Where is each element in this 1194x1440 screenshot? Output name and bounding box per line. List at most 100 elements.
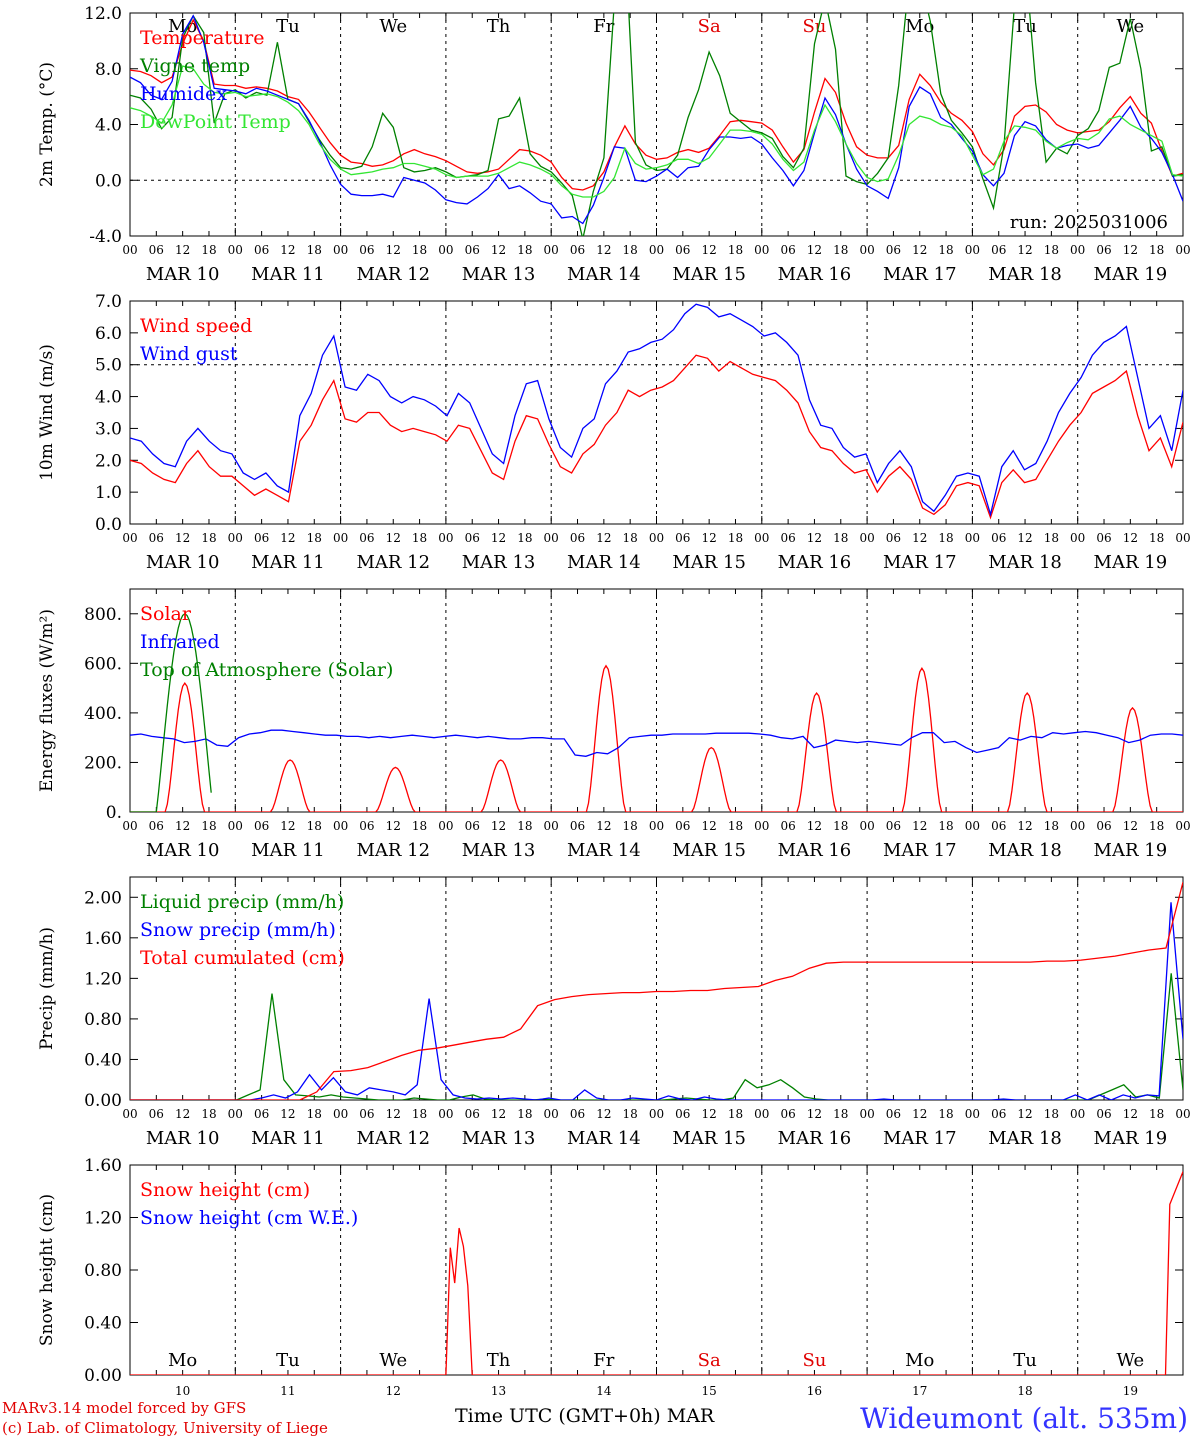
x-date-label: MAR 15 bbox=[672, 264, 746, 285]
x-hour-label: 18 bbox=[623, 531, 638, 545]
x-date-label: MAR 10 bbox=[146, 552, 220, 573]
y-tick-label: 1.60 bbox=[84, 1156, 122, 1176]
weekday-label: We bbox=[1117, 1350, 1145, 1371]
x-hour-label: 00 bbox=[228, 1107, 243, 1121]
x-hour-label: 12 bbox=[912, 531, 927, 545]
x-hour-label: 06 bbox=[780, 243, 795, 257]
series-line bbox=[130, 729, 1183, 757]
series-line bbox=[130, 303, 1183, 517]
x-hour-label: 00 bbox=[438, 243, 453, 257]
weekday-label: Fr bbox=[593, 16, 614, 37]
x-hour-label: 12 bbox=[1123, 1107, 1138, 1121]
x-hour-label: 18 bbox=[1044, 1107, 1059, 1121]
x-day-number: 13 bbox=[491, 1384, 506, 1398]
x-hour-label: 06 bbox=[149, 1107, 164, 1121]
x-hour-label: 12 bbox=[702, 243, 717, 257]
x-hour-label: 06 bbox=[991, 819, 1006, 833]
x-hour-label: 00 bbox=[859, 1107, 874, 1121]
x-hour-label: 12 bbox=[491, 1107, 506, 1121]
x-hour-label: 12 bbox=[1123, 531, 1138, 545]
x-hour-label: 12 bbox=[175, 819, 190, 833]
series-line bbox=[130, 973, 1183, 1100]
x-hour-label: 00 bbox=[965, 243, 980, 257]
weekday-label: Th bbox=[487, 1350, 511, 1371]
x-hour-label: 06 bbox=[780, 531, 795, 545]
weekday-label: We bbox=[1117, 16, 1145, 37]
x-hour-label: 18 bbox=[201, 531, 216, 545]
x-hour-label: 00 bbox=[438, 819, 453, 833]
x-hour-label: 00 bbox=[438, 1107, 453, 1121]
x-date-label: MAR 10 bbox=[146, 1128, 220, 1149]
x-hour-label: 00 bbox=[859, 531, 874, 545]
panel-5: 0.00 0.40 0.80 1.20 1.60 Snow height (cm) Mo Tu… bbox=[37, 1156, 1184, 1398]
x-hour-label: 18 bbox=[307, 819, 322, 833]
x-date-label: MAR 19 bbox=[1094, 840, 1168, 861]
x-hour-label: 06 bbox=[1096, 819, 1111, 833]
y-tick-label: 200. bbox=[84, 753, 122, 773]
x-hour-label: 12 bbox=[596, 1107, 611, 1121]
x-hour-label: 12 bbox=[386, 531, 401, 545]
y-tick-label: 0.40 bbox=[84, 1314, 122, 1334]
x-hour-label: 18 bbox=[517, 1107, 532, 1121]
x-date-label: MAR 14 bbox=[567, 840, 641, 861]
weekday-label: Sa bbox=[698, 1350, 721, 1371]
legend-entry: Humidex bbox=[140, 83, 227, 105]
weekday-label: Tu bbox=[276, 1350, 300, 1371]
x-hour-label: 18 bbox=[1149, 531, 1164, 545]
x-hour-label: 18 bbox=[833, 819, 848, 833]
x-date-label: MAR 17 bbox=[883, 840, 957, 861]
x-hour-label: 00 bbox=[859, 243, 874, 257]
y-tick-label: 4.0 bbox=[95, 388, 122, 408]
x-hour-label: 18 bbox=[1149, 243, 1164, 257]
x-date-label: MAR 16 bbox=[778, 1128, 852, 1149]
x-hour-label: 18 bbox=[412, 531, 427, 545]
x-hour-label: 06 bbox=[254, 819, 269, 833]
y-tick-label: 800. bbox=[84, 605, 122, 625]
x-hour-label: 06 bbox=[886, 1107, 901, 1121]
x-hour-label: 18 bbox=[517, 819, 532, 833]
x-hour-label: 00 bbox=[333, 819, 348, 833]
legend-entry: Solar bbox=[140, 603, 192, 625]
x-date-label: MAR 11 bbox=[251, 264, 325, 285]
x-hour-label: 18 bbox=[201, 1107, 216, 1121]
x-date-label: MAR 13 bbox=[462, 552, 536, 573]
legend-entry: Snow height (cm) bbox=[140, 1179, 310, 1201]
x-hour-label: 12 bbox=[807, 531, 822, 545]
x-hour-label: 18 bbox=[728, 819, 743, 833]
x-hour-label: 12 bbox=[807, 243, 822, 257]
y-axis-label: Snow height (cm) bbox=[37, 1194, 57, 1346]
x-hour-label: 18 bbox=[938, 1107, 953, 1121]
x-axis-title-text: Time UTC (GMT+0h) bbox=[455, 1405, 661, 1427]
y-tick-label: 4.0 bbox=[95, 116, 122, 136]
x-day-number: 18 bbox=[1017, 1384, 1032, 1398]
y-tick-label: 1.20 bbox=[84, 969, 122, 989]
x-hour-label: 12 bbox=[912, 1107, 927, 1121]
y-axis-label: 10m Wind (m/s) bbox=[37, 344, 57, 481]
x-hour-label: 06 bbox=[359, 819, 374, 833]
x-day-number: 12 bbox=[386, 1384, 401, 1398]
x-date-label: MAR 13 bbox=[462, 840, 536, 861]
x-hour-label: 12 bbox=[1017, 531, 1032, 545]
y-axis-label: Energy fluxes (W/m²) bbox=[37, 609, 57, 792]
x-hour-label: 00 bbox=[754, 243, 769, 257]
x-date-label: MAR 18 bbox=[988, 264, 1062, 285]
x-hour-label: 06 bbox=[991, 1107, 1006, 1121]
x-hour-label: 18 bbox=[938, 531, 953, 545]
x-hour-label: 12 bbox=[1123, 243, 1138, 257]
x-hour-label: 12 bbox=[807, 819, 822, 833]
x-date-label: MAR 19 bbox=[1094, 1128, 1168, 1149]
weekday-label: Tu bbox=[276, 16, 300, 37]
x-hour-label: 18 bbox=[517, 243, 532, 257]
x-hour-label: 00 bbox=[649, 243, 664, 257]
x-hour-label: 00 bbox=[122, 243, 137, 257]
x-hour-label: 12 bbox=[596, 531, 611, 545]
footer-model-note: MARv3.14 model forced by GFS bbox=[2, 1399, 247, 1417]
x-hour-label: 06 bbox=[149, 243, 164, 257]
x-hour-label: 06 bbox=[675, 531, 690, 545]
y-tick-label: 3.0 bbox=[95, 419, 122, 439]
x-date-label: MAR 17 bbox=[883, 552, 957, 573]
x-hour-label: 06 bbox=[886, 819, 901, 833]
x-hour-label: 18 bbox=[412, 819, 427, 833]
x-hour-label: 18 bbox=[1044, 819, 1059, 833]
x-hour-label: 06 bbox=[1096, 1107, 1111, 1121]
